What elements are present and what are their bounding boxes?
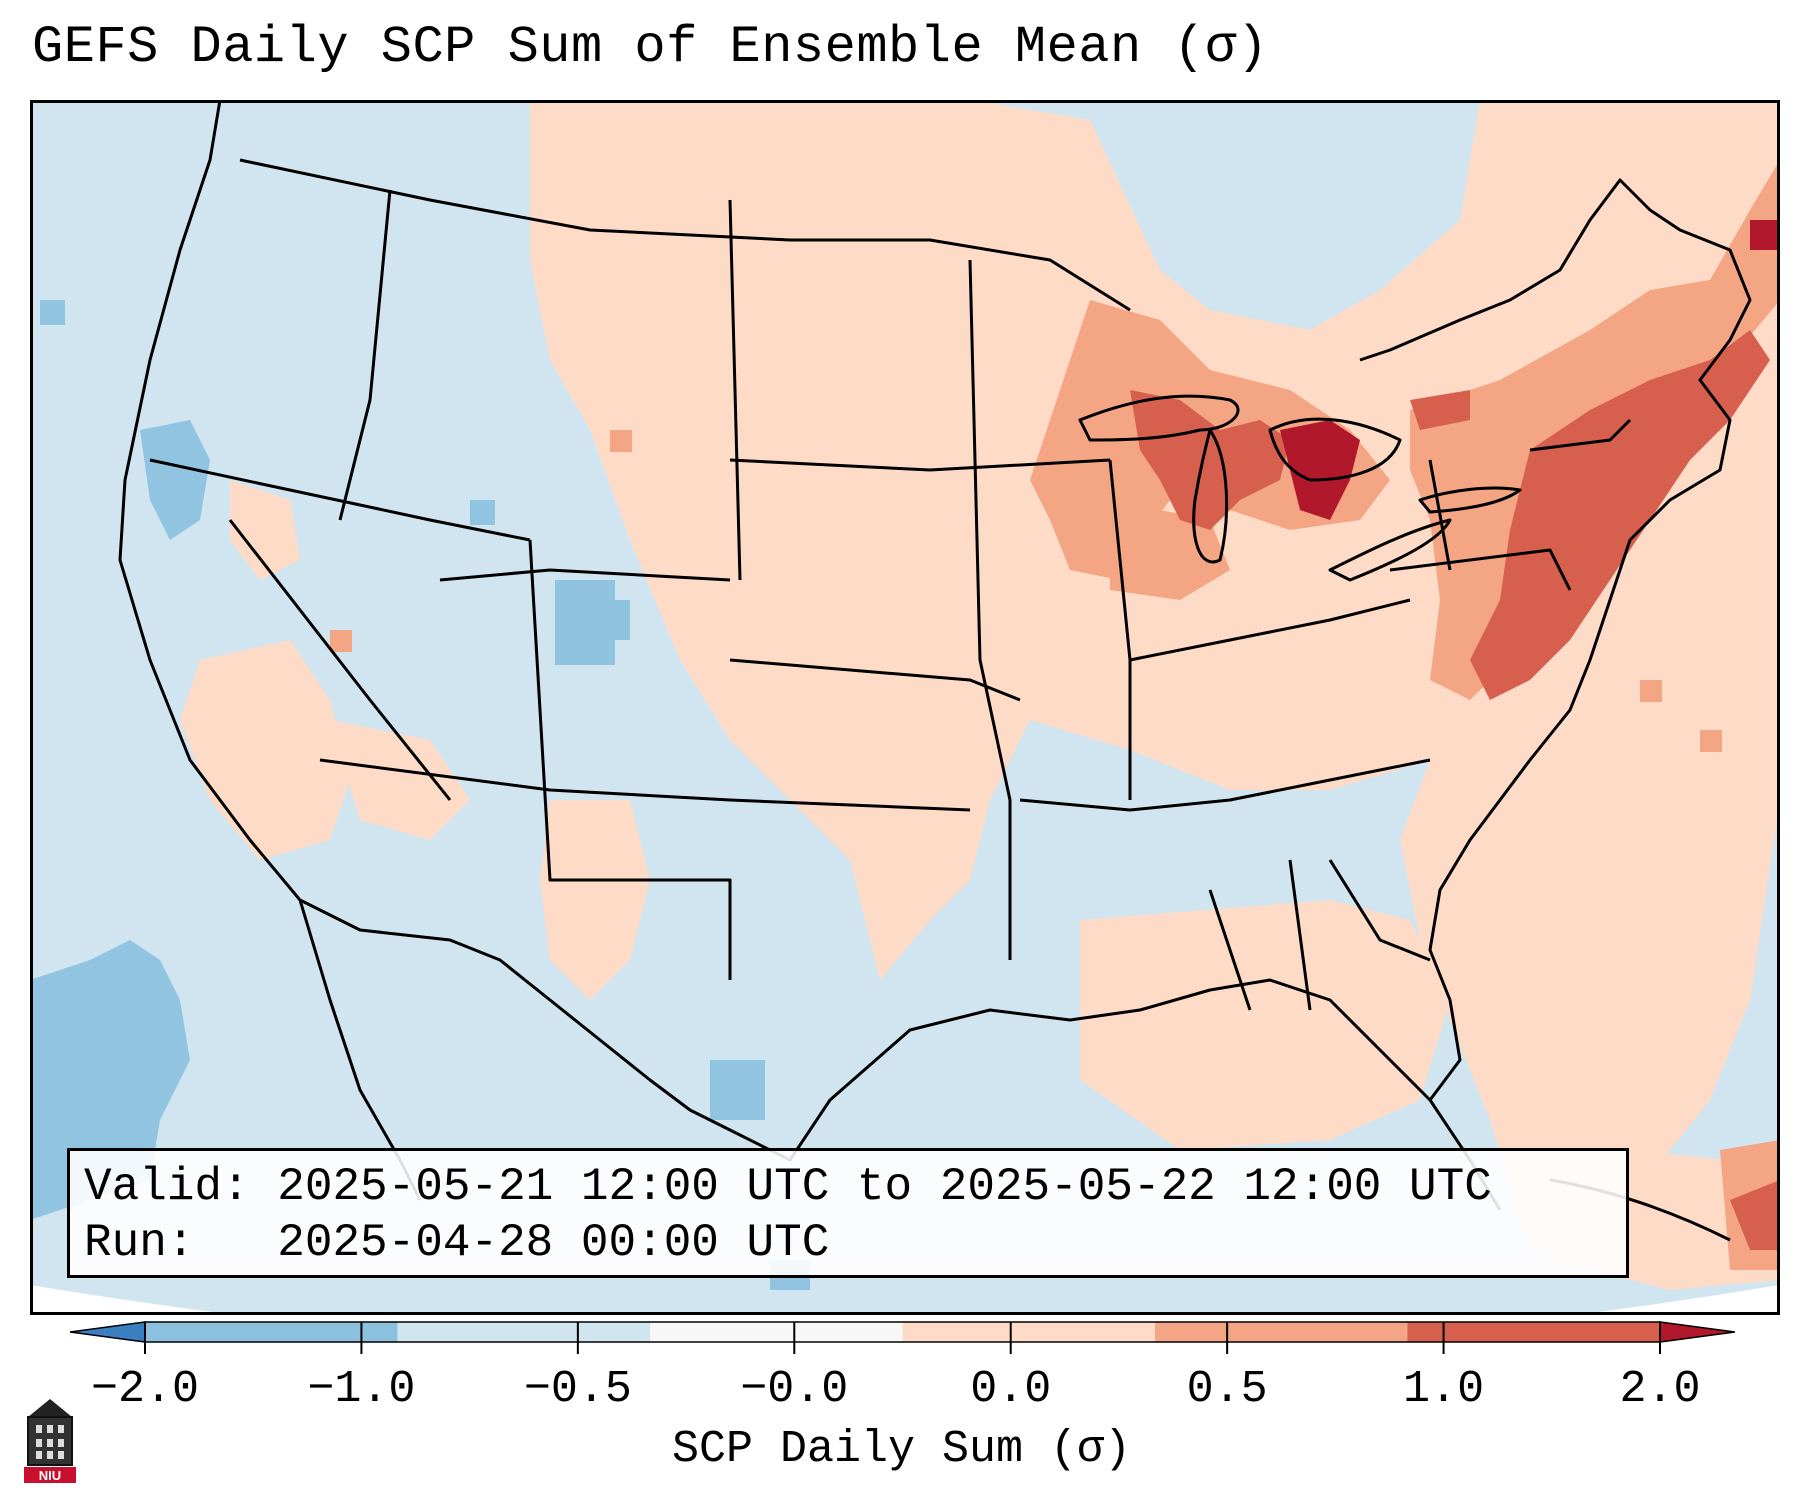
colorbar-tick-label: −0.5 [523, 1364, 632, 1415]
colorbar-segment [1155, 1322, 1408, 1342]
colorbar-tick-label: −2.0 [90, 1364, 200, 1415]
colorbar-tick-label: 2.0 [1619, 1364, 1701, 1415]
extreme-positive-regions [1280, 220, 1780, 520]
colorbar-tick-label: 0.0 [970, 1364, 1052, 1415]
colorbar-extend-high [1659, 1321, 1735, 1343]
colorbar-tick-label: −1.0 [307, 1364, 416, 1415]
niu-logo-icon: NIU [24, 1399, 76, 1483]
colorbar-tick-label: 1.0 [1403, 1364, 1485, 1415]
colorbar-segment [650, 1322, 903, 1342]
valid-line: Valid: 2025-05-21 12:00 UTC to 2025-05-2… [84, 1161, 1492, 1213]
map-title: GEFS Daily SCP Sum of Ensemble Mean (σ) [32, 18, 1269, 77]
state-boundaries [118, 100, 1752, 1242]
colorbar-label: SCP Daily Sum (σ) [671, 1424, 1132, 1475]
scp-map [30, 100, 1780, 1315]
run-line: Run: 2025-04-28 00:00 UTC [84, 1217, 830, 1269]
colorbar [70, 1321, 1735, 1354]
colorbar-tick-label: −0.0 [740, 1364, 849, 1415]
colorbar-segment [902, 1322, 1156, 1342]
svg-text:NIU: NIU [39, 1468, 61, 1483]
strong-positive-regions [1130, 330, 1780, 1250]
colorbar-segment [397, 1322, 651, 1342]
colorbar-segment [145, 1322, 398, 1342]
colorbar-tick-label: 0.5 [1186, 1364, 1268, 1415]
colorbar-segment [1407, 1322, 1661, 1342]
valid-time-box: Valid: 2025-05-21 12:00 UTC to 2025-05-2… [67, 1148, 1629, 1278]
colorbar-extend-low [70, 1321, 146, 1343]
